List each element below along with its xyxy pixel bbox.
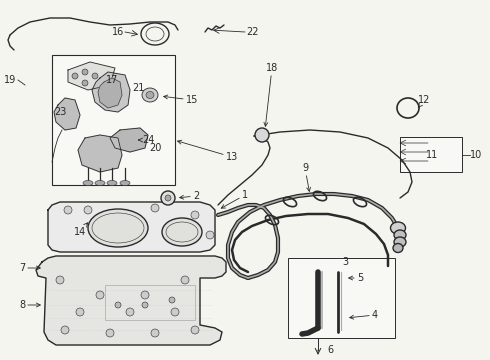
Bar	[400, 137, 462, 172]
Circle shape	[96, 291, 104, 299]
Circle shape	[56, 276, 64, 284]
Text: 14: 14	[74, 223, 88, 237]
Text: 3: 3	[342, 257, 348, 267]
Text: 7: 7	[19, 263, 40, 273]
Circle shape	[115, 302, 121, 308]
Circle shape	[64, 206, 72, 214]
Circle shape	[141, 291, 149, 299]
Polygon shape	[92, 72, 130, 112]
Circle shape	[82, 69, 88, 75]
Text: 1: 1	[221, 190, 248, 208]
Polygon shape	[78, 135, 122, 172]
Ellipse shape	[394, 230, 406, 240]
Circle shape	[92, 73, 98, 79]
Text: 24: 24	[139, 135, 154, 145]
Polygon shape	[98, 78, 122, 108]
Ellipse shape	[394, 237, 406, 247]
Ellipse shape	[120, 180, 130, 185]
Text: 23: 23	[54, 107, 66, 117]
Circle shape	[161, 191, 175, 205]
Text: 11: 11	[426, 150, 438, 160]
Text: 22: 22	[246, 27, 258, 37]
Ellipse shape	[83, 180, 93, 185]
Circle shape	[106, 329, 114, 337]
Bar	[105, 285, 195, 320]
Circle shape	[169, 297, 175, 303]
Ellipse shape	[146, 91, 154, 99]
Circle shape	[191, 211, 199, 219]
Circle shape	[151, 329, 159, 337]
Polygon shape	[68, 62, 115, 90]
Circle shape	[181, 276, 189, 284]
Circle shape	[142, 302, 148, 308]
Ellipse shape	[95, 180, 105, 185]
Ellipse shape	[88, 209, 148, 247]
Circle shape	[84, 206, 92, 214]
Text: 13: 13	[177, 140, 238, 162]
Ellipse shape	[391, 222, 406, 234]
Circle shape	[82, 80, 88, 86]
Circle shape	[61, 326, 69, 334]
Text: 4: 4	[350, 310, 378, 320]
Text: 9: 9	[302, 163, 311, 192]
Circle shape	[151, 204, 159, 212]
Bar	[288, 258, 395, 338]
Text: 21: 21	[132, 83, 144, 93]
Polygon shape	[54, 98, 80, 130]
Text: 8: 8	[19, 300, 40, 310]
Ellipse shape	[393, 243, 403, 252]
Circle shape	[206, 231, 214, 239]
Text: 18: 18	[264, 63, 278, 126]
Polygon shape	[48, 202, 215, 252]
Text: 10: 10	[470, 150, 482, 160]
Circle shape	[126, 308, 134, 316]
Ellipse shape	[142, 88, 158, 102]
Text: 16: 16	[112, 27, 124, 37]
Circle shape	[191, 326, 199, 334]
Circle shape	[165, 195, 171, 201]
Text: 15: 15	[164, 95, 198, 105]
Polygon shape	[36, 256, 226, 345]
Text: 17: 17	[106, 75, 118, 85]
Text: 20: 20	[149, 143, 161, 153]
Ellipse shape	[162, 218, 202, 246]
Circle shape	[255, 128, 269, 142]
Text: 12: 12	[418, 95, 430, 108]
Polygon shape	[110, 128, 148, 152]
Circle shape	[171, 308, 179, 316]
Circle shape	[76, 308, 84, 316]
Text: 6: 6	[327, 345, 333, 355]
Circle shape	[72, 73, 78, 79]
Text: 5: 5	[349, 273, 363, 283]
Text: 19: 19	[4, 75, 16, 85]
Text: 2: 2	[180, 191, 199, 201]
Ellipse shape	[107, 180, 117, 185]
Bar	[52, 55, 175, 185]
